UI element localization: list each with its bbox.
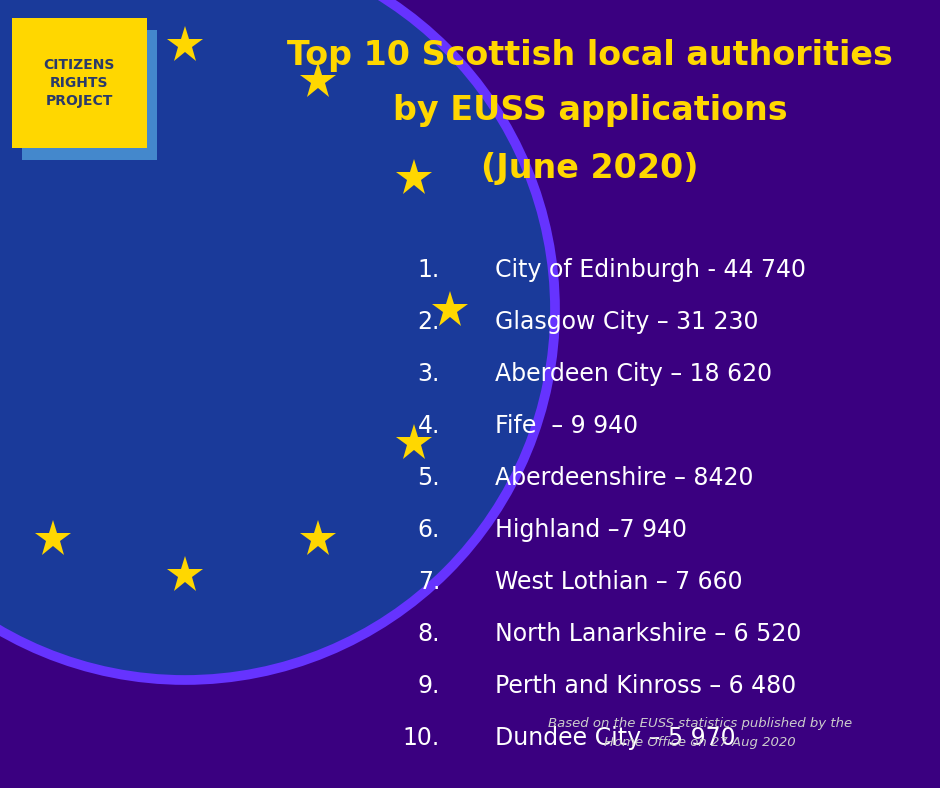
Circle shape	[0, 0, 555, 680]
Text: 1.: 1.	[417, 258, 440, 282]
Text: Perth and Kinross – 6 480: Perth and Kinross – 6 480	[495, 674, 796, 698]
Text: Dundee City – 5 970: Dundee City – 5 970	[495, 726, 736, 750]
Text: 3.: 3.	[417, 362, 440, 386]
Text: 7.: 7.	[417, 570, 440, 594]
Text: (June 2020): (June 2020)	[481, 151, 698, 184]
Text: 8.: 8.	[417, 622, 440, 646]
Text: Aberdeenshire – 8420: Aberdeenshire – 8420	[495, 466, 754, 490]
Text: City of Edinburgh - 44 740: City of Edinburgh - 44 740	[495, 258, 806, 282]
Text: 9.: 9.	[417, 674, 440, 698]
FancyBboxPatch shape	[12, 18, 147, 148]
Text: 10.: 10.	[402, 726, 440, 750]
Text: by EUSS applications: by EUSS applications	[393, 94, 788, 127]
Text: Fife  – 9 940: Fife – 9 940	[495, 414, 638, 438]
Text: 5.: 5.	[417, 466, 440, 490]
Text: 6.: 6.	[417, 518, 440, 542]
Text: North Lanarkshire – 6 520: North Lanarkshire – 6 520	[495, 622, 802, 646]
Text: Highland –7 940: Highland –7 940	[495, 518, 687, 542]
Text: West Lothian – 7 660: West Lothian – 7 660	[495, 570, 743, 594]
Text: Top 10 Scottish local authorities: Top 10 Scottish local authorities	[287, 39, 893, 72]
Text: Aberdeen City – 18 620: Aberdeen City – 18 620	[495, 362, 772, 386]
Text: 4.: 4.	[417, 414, 440, 438]
FancyBboxPatch shape	[22, 30, 157, 160]
Text: CITIZENS
RIGHTS
PROJECT: CITIZENS RIGHTS PROJECT	[43, 58, 115, 109]
Text: Glasgow City – 31 230: Glasgow City – 31 230	[495, 310, 759, 334]
Text: Based on the EUSS statistics published by the
Home Office on 27 Aug 2020: Based on the EUSS statistics published b…	[548, 717, 852, 749]
Text: 2.: 2.	[417, 310, 440, 334]
